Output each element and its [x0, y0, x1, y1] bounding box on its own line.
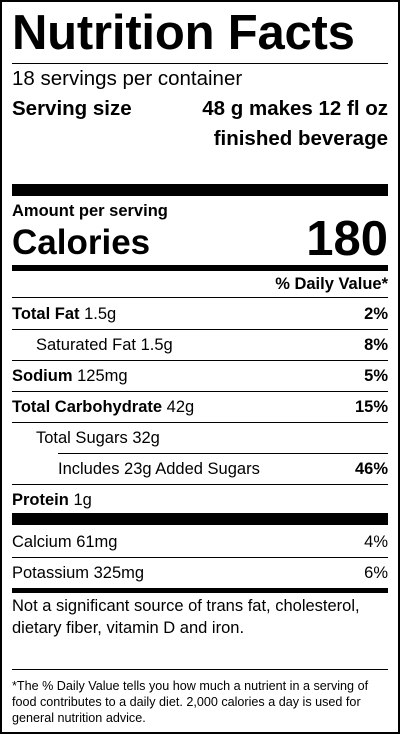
- divider-medium: [12, 265, 388, 271]
- nutrient-daily-value: 2%: [364, 305, 388, 323]
- divider-thick: [12, 184, 388, 196]
- vitamin-name: Potassium: [12, 564, 90, 582]
- divider-thin: [12, 297, 388, 298]
- divider-thin: [12, 484, 388, 485]
- divider-thin: [12, 329, 388, 330]
- vitamin-amount: 61mg: [76, 533, 118, 551]
- nutrient-name: Sodium: [12, 367, 73, 385]
- nutrient-daily-value: 5%: [364, 367, 388, 385]
- vitamin-amount: 325mg: [93, 564, 145, 582]
- nutrient-daily-value: 8%: [364, 336, 388, 354]
- nutrient-amount: 42g: [166, 398, 195, 416]
- divider-thin: [12, 391, 388, 392]
- divider-thin: [12, 422, 388, 423]
- serving-size-value: 48 g makes 12 fl oz finished beverage: [202, 97, 388, 150]
- nutrient-name: Saturated Fat: [36, 336, 136, 354]
- nutrient-name: Protein: [12, 491, 69, 509]
- nutrient-row-added-sugars: Includes 23g Added Sugars 46%: [12, 454, 388, 484]
- amount-per-serving: Amount per serving: [12, 202, 168, 220]
- nutrient-row-protein: Protein 1g: [12, 485, 388, 515]
- nutrient-amount: 1g: [73, 491, 92, 509]
- calories-value: 180: [306, 212, 388, 266]
- divider-thick: [12, 513, 388, 525]
- nutrient-daily-value: 15%: [354, 398, 388, 416]
- nutrient-name: Includes 23g Added Sugars: [58, 460, 260, 478]
- serving-size-label: Serving size: [12, 97, 132, 120]
- nutrient-name: Total Sugars: [36, 429, 128, 447]
- vitamin-daily-value: 6%: [364, 564, 388, 582]
- nutrient-amount: 1.5g: [140, 336, 173, 354]
- nutrient-row-total-sugars: Total Sugars 32g: [12, 423, 388, 453]
- nutrient-daily-value: 46%: [354, 460, 388, 478]
- divider-medium: [12, 588, 388, 593]
- calories-label: Calories: [12, 223, 151, 262]
- daily-value-footnote: *The % Daily Value tells you how much a …: [12, 679, 369, 725]
- not-significant-note: Not a significant source of trans fat, c…: [12, 597, 360, 637]
- label-title: Nutrition Facts: [12, 6, 355, 60]
- nutrient-name: Total Carbohydrate: [12, 398, 163, 416]
- nutrient-amount: 32g: [132, 429, 160, 447]
- nutrient-row-sodium: Sodium 125mg 5%: [12, 361, 388, 391]
- divider-thin: [12, 557, 388, 558]
- nutrient-row-total-carbohydrate: Total Carbohydrate 42g 15%: [12, 392, 388, 422]
- servings-per-container: 18 servings per container: [12, 67, 243, 90]
- vitamin-daily-value: 4%: [364, 533, 388, 551]
- vitamin-row-calcium: Calcium 61mg 4%: [12, 527, 388, 557]
- nutrient-amount: 1.5g: [84, 305, 117, 323]
- nutrient-row-saturated-fat: Saturated Fat 1.5g 8%: [12, 330, 388, 360]
- divider-thin: [12, 669, 388, 670]
- vitamin-row-potassium: Potassium 325mg 6%: [12, 558, 388, 588]
- nutrient-name: Total Fat: [12, 305, 80, 323]
- vitamin-name: Calcium: [12, 533, 72, 551]
- divider-thin: [12, 63, 388, 64]
- label-content: Nutrition Facts 18 servings per containe…: [12, 2, 388, 732]
- divider-thin: [12, 360, 388, 361]
- nutrient-amount: 125mg: [77, 367, 128, 385]
- daily-value-header: % Daily Value*: [275, 275, 388, 293]
- nutrient-row-total-fat: Total Fat 1.5g 2%: [12, 299, 388, 329]
- divider-thin-indented: [58, 453, 388, 454]
